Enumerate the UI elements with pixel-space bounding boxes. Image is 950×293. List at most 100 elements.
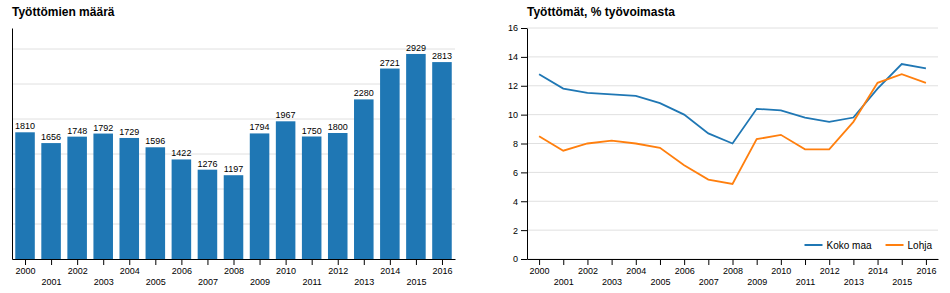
tick-mark bbox=[521, 230, 527, 231]
tick-mark bbox=[286, 259, 287, 265]
x-tick-label: 2000 bbox=[16, 266, 36, 276]
x-tick-label: 2009 bbox=[747, 277, 767, 287]
x-tick: 2011 bbox=[302, 259, 321, 287]
bar bbox=[198, 170, 218, 259]
tick-mark bbox=[829, 259, 830, 265]
x-tick-label: 2011 bbox=[302, 277, 321, 287]
chart-panel: Työttömät, % työvoimasta 2000 2001 2002 2003… bbox=[508, 5, 939, 287]
bar bbox=[380, 69, 400, 259]
legend-item: Koko maa bbox=[805, 240, 872, 251]
y-tick: 0 bbox=[513, 254, 527, 264]
tick-mark bbox=[878, 259, 879, 265]
bar bbox=[406, 54, 426, 259]
axis-line bbox=[12, 29, 13, 260]
grid-line bbox=[527, 230, 938, 231]
y-tick: 8 bbox=[513, 139, 527, 149]
x-tick: 2001 bbox=[554, 259, 574, 287]
y-tick-label: 4 bbox=[513, 197, 518, 207]
x-tick: 2016 bbox=[916, 259, 936, 276]
x-tick: 2016 bbox=[432, 259, 452, 276]
x-tick-label: 2004 bbox=[626, 266, 646, 276]
y-tick-label: 2 bbox=[513, 226, 518, 236]
x-tick-label: 2013 bbox=[844, 277, 864, 287]
y-tick-label: 6 bbox=[513, 168, 518, 178]
series-line bbox=[539, 64, 926, 143]
legend-label: Lohja bbox=[908, 240, 933, 251]
x-tick-label: 2005 bbox=[650, 277, 670, 287]
x-tick-label: 2006 bbox=[675, 266, 695, 276]
grid-line bbox=[527, 56, 938, 57]
tick-mark bbox=[708, 259, 709, 265]
y-tick: 4 bbox=[513, 197, 527, 207]
x-axis: 2000200120022003200420052006200720082009… bbox=[13, 259, 456, 287]
x-tick-label: 2002 bbox=[578, 266, 598, 276]
bar bbox=[302, 137, 322, 260]
tick-mark bbox=[781, 259, 782, 265]
y-tick: 2 bbox=[513, 226, 527, 236]
data-label: 1596 bbox=[145, 136, 165, 146]
y-tick-label: 8 bbox=[513, 139, 518, 149]
bar bbox=[15, 132, 35, 259]
tick-mark bbox=[103, 259, 104, 265]
data-label: 2280 bbox=[354, 88, 374, 98]
tick-mark bbox=[312, 259, 313, 265]
x-tick: 2009 bbox=[747, 259, 767, 287]
x-tick: 2002 bbox=[68, 259, 88, 276]
x-tick: 2001 bbox=[42, 259, 62, 287]
x-tick: 2008 bbox=[224, 259, 244, 276]
tick-mark bbox=[155, 259, 156, 265]
tick-mark bbox=[25, 259, 26, 265]
data-label: 1729 bbox=[119, 127, 139, 137]
tick-mark bbox=[51, 259, 52, 265]
grid-line bbox=[527, 201, 938, 202]
x-tick-label: 2009 bbox=[250, 277, 270, 287]
bar bbox=[119, 138, 139, 259]
x-tick: 2009 bbox=[250, 259, 270, 287]
tick-mark bbox=[757, 259, 758, 265]
x-tick: 2006 bbox=[675, 259, 695, 276]
tick-mark bbox=[521, 172, 527, 173]
plot-area bbox=[15, 54, 451, 259]
x-tick: 2007 bbox=[699, 259, 719, 287]
tick-mark bbox=[539, 259, 540, 265]
tick-mark bbox=[805, 259, 806, 265]
y-tick-label: 0 bbox=[513, 254, 518, 264]
chart-title: Työttömät, % työvoimasta bbox=[527, 5, 675, 19]
tick-mark bbox=[521, 144, 527, 145]
y-tick: 12 bbox=[508, 81, 527, 91]
data-labels: 1810165617481792172915961422127611971794… bbox=[15, 43, 452, 174]
y-tick-label: 10 bbox=[508, 110, 518, 120]
x-tick-label: 2015 bbox=[406, 277, 426, 287]
x-tick-label: 2007 bbox=[699, 277, 719, 287]
x-tick-label: 2012 bbox=[820, 266, 840, 276]
data-label: 1800 bbox=[328, 122, 348, 132]
y-tick-label: 12 bbox=[508, 81, 518, 91]
tick-mark bbox=[416, 259, 417, 265]
tick-mark bbox=[612, 259, 613, 265]
x-tick-label: 2001 bbox=[554, 277, 574, 287]
legend-swatch bbox=[886, 244, 904, 246]
x-tick-label: 2011 bbox=[796, 277, 815, 287]
x-tick: 2004 bbox=[626, 259, 646, 276]
grid bbox=[527, 28, 938, 259]
x-tick-label: 2006 bbox=[172, 266, 192, 276]
data-label: 1197 bbox=[224, 164, 243, 174]
x-tick: 2005 bbox=[650, 259, 670, 287]
y-axis bbox=[12, 29, 13, 260]
tick-mark bbox=[260, 259, 261, 265]
tick-mark bbox=[207, 259, 208, 265]
x-tick: 2012 bbox=[820, 259, 840, 276]
x-tick: 2015 bbox=[406, 259, 426, 287]
y-tick: 10 bbox=[508, 110, 527, 120]
x-tick-label: 2000 bbox=[530, 266, 550, 276]
bar bbox=[41, 143, 61, 259]
x-tick: 2003 bbox=[602, 259, 622, 287]
data-label: 1656 bbox=[41, 132, 61, 142]
x-tick: 2003 bbox=[94, 259, 114, 287]
data-label: 2721 bbox=[380, 58, 400, 68]
tick-mark bbox=[521, 57, 527, 58]
chart-title: Työttömien määrä bbox=[12, 5, 115, 19]
x-tick-label: 2012 bbox=[328, 266, 348, 276]
grid-line bbox=[527, 28, 938, 29]
data-label: 1276 bbox=[197, 159, 217, 169]
